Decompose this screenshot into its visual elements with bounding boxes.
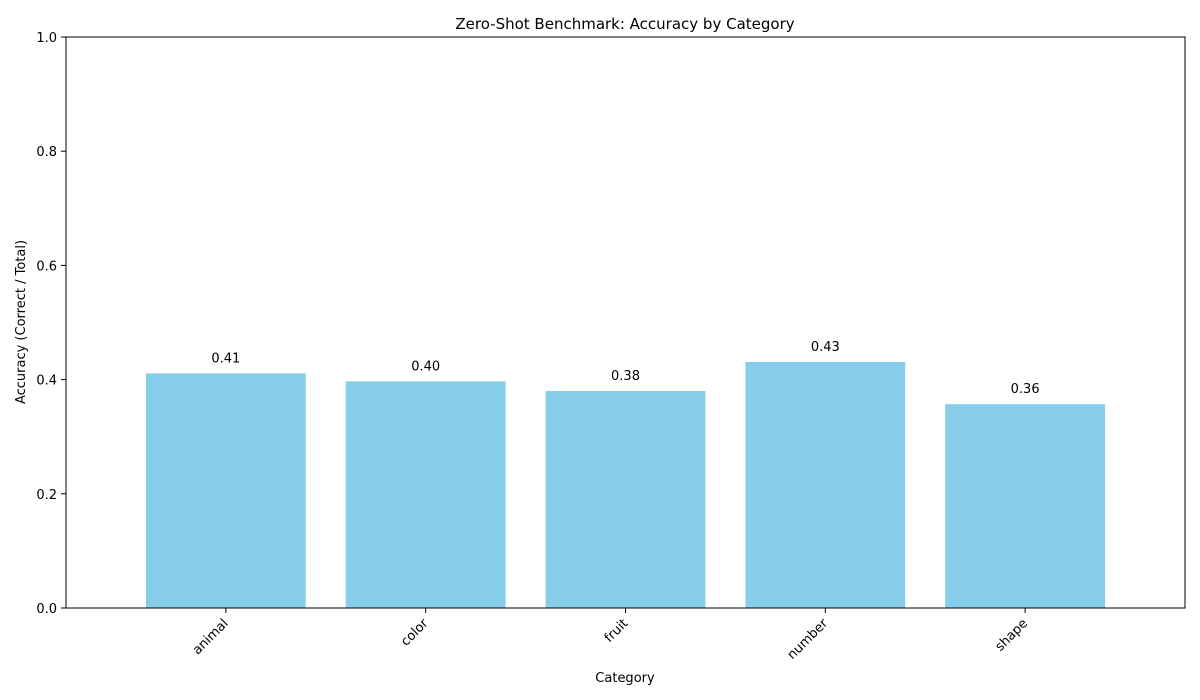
y-axis-label: Accuracy (Correct / Total)	[14, 240, 29, 404]
data-label-animal: 0.41	[211, 351, 240, 366]
y-tick-label: 0.6	[36, 259, 57, 274]
x-tick-label-animal: animal	[190, 616, 232, 658]
x-tick-label-number: number	[785, 616, 832, 663]
x-axis: animal color fruit number shape	[190, 608, 1031, 663]
y-tick-label: 0.4	[36, 374, 57, 389]
y-tick-label: 1.0	[36, 31, 57, 46]
bar-number	[745, 361, 906, 608]
data-label-shape: 0.36	[1011, 382, 1040, 397]
bars-group	[145, 361, 1106, 608]
y-tick-label: 0.2	[36, 488, 57, 503]
bar-color	[345, 381, 506, 608]
y-axis: 0.0 0.2 0.4 0.6 0.8 1.0	[36, 31, 66, 617]
chart-title: Zero-Shot Benchmark: Accuracy by Categor…	[455, 15, 794, 33]
x-axis-label: Category	[595, 671, 655, 686]
data-label-number: 0.43	[811, 340, 840, 355]
x-tick-label-shape: shape	[993, 616, 1031, 654]
x-tick-label-color: color	[398, 616, 432, 650]
bar-shape	[945, 404, 1106, 608]
y-tick-label: 0.0	[36, 602, 57, 617]
y-tick-label: 0.8	[36, 145, 57, 160]
data-label-color: 0.40	[411, 359, 440, 374]
data-label-fruit: 0.38	[611, 369, 640, 384]
bar-fruit	[545, 391, 706, 608]
data-labels-group: 0.41 0.40 0.38 0.43 0.36	[211, 340, 1039, 397]
bar-animal	[145, 373, 306, 608]
x-tick-label-fruit: fruit	[602, 616, 632, 646]
